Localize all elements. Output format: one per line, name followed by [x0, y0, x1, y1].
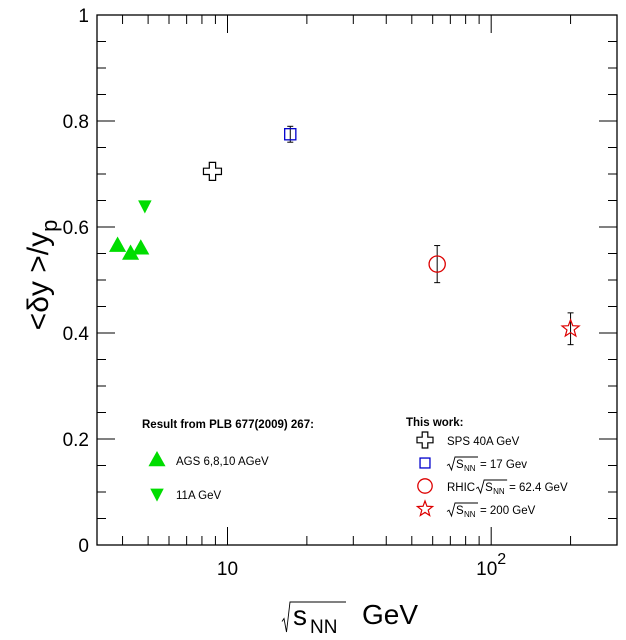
- legend: Result from PLB 677(2009) 267: AGS 6,8,10…: [142, 417, 568, 519]
- plot-frame: [96, 14, 618, 546]
- y-tick-label: 1: [78, 6, 89, 27]
- legend-sqrt-sub: NN: [464, 464, 476, 473]
- legend-marker: [150, 488, 164, 502]
- x-tick-label: 102: [476, 551, 506, 580]
- data-point-rhic62: [428, 255, 446, 273]
- y-tick-label: 0: [78, 536, 89, 557]
- x-axis-title-s: s: [293, 600, 307, 631]
- legend-marker: [419, 457, 431, 469]
- y-tick-label: 0.2: [63, 430, 89, 451]
- legend-right-label: = 200 GeV: [480, 505, 536, 517]
- data-point-ags: [122, 244, 140, 260]
- legend-marker: [417, 478, 433, 494]
- sqrt-icon: [446, 502, 478, 518]
- legend-right-header: This work:: [406, 417, 464, 429]
- y-tick-label: 0.4: [63, 324, 90, 345]
- legend-sqrt-s: S: [456, 505, 464, 517]
- legend-right-label: = 62.4 GeV: [509, 482, 568, 494]
- legend-sqrt-sub: NN: [464, 510, 476, 519]
- legend-left-header: Result from PLB 677(2009) 267:: [142, 419, 314, 431]
- data-point-ags: [132, 239, 150, 255]
- y-axis-title: <δy >/yp: [22, 220, 62, 331]
- legend-sqrt-sub: NN: [493, 487, 505, 496]
- x-axis-title-sub: NN: [310, 617, 337, 638]
- sqrt-icon: [475, 479, 508, 495]
- data-point-sps17: [284, 128, 297, 141]
- tick-labels: 0 0.2 0.4 0.6 0.8 1 10 102: [63, 6, 507, 580]
- sqrt-icon: [281, 601, 346, 633]
- legend-marker: [416, 431, 434, 449]
- legend-right-label: SPS 40A GeV: [447, 436, 520, 448]
- x-axis-title-unit: GeV: [362, 599, 418, 630]
- legend-marker: [415, 499, 435, 517]
- data-point-rhic200: [560, 318, 581, 338]
- data-points: [109, 125, 581, 346]
- legend-right-label: = 17 Gev: [480, 459, 527, 471]
- legend-sqrt-s: S: [485, 482, 493, 494]
- y-tick-label: 0.8: [63, 112, 89, 133]
- axis-ticks: [97, 14, 618, 546]
- legend-right-label: RHIC: [447, 482, 475, 494]
- data-point-ags11: [138, 200, 152, 214]
- legend-left-label: AGS 6,8,10 AGeV: [176, 456, 269, 468]
- plot-border: [96, 14, 618, 546]
- x-tick-label: 10: [217, 559, 238, 580]
- data-point-sps40: [202, 161, 223, 181]
- y-tick-label: 0.6: [63, 218, 89, 239]
- legend-marker: [148, 451, 166, 467]
- legend-sqrt-s: S: [456, 459, 464, 471]
- legend-left-label: 11A GeV: [176, 490, 222, 502]
- sqrt-icon: [446, 456, 478, 472]
- data-point-ags: [109, 236, 127, 252]
